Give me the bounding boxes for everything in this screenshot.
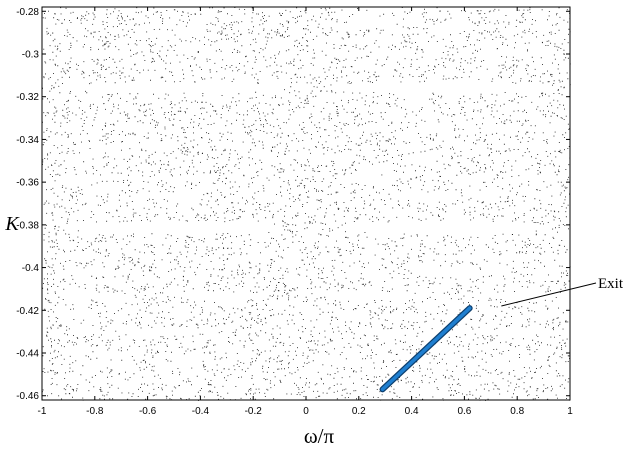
y-tick-label: -0.36 <box>16 178 39 189</box>
x-tick-label: -1 <box>38 406 47 417</box>
y-tick-label: -0.44 <box>16 349 39 360</box>
x-axis-ticks: -1 -0.8 -0.6 -0.4 -0.2 0 0.2 0.4 0.6 0.8 1 <box>38 7 573 417</box>
exit-trajectory-line <box>380 306 472 392</box>
x-tick-label: 0.2 <box>352 406 366 417</box>
chaotic-orbit-points <box>42 7 571 401</box>
y-tick-label: -0.3 <box>22 49 40 60</box>
y-tick-label: -0.32 <box>16 92 39 103</box>
y-tick-label: -0.38 <box>16 220 39 231</box>
y-tick-label: -0.46 <box>16 391 39 402</box>
x-tick-label: -0.8 <box>86 406 104 417</box>
y-tick-label: -0.34 <box>16 135 39 146</box>
x-tick-label: 1 <box>567 406 573 417</box>
x-tick-label: 0.8 <box>510 406 524 417</box>
exit-annotation-leader <box>501 282 597 307</box>
x-tick-label: 0 <box>303 406 309 417</box>
x-tick-label: -0.6 <box>139 406 157 417</box>
y-axis-ticks: -0.28 -0.3 -0.32 -0.34 -0.36 -0.38 -0.4 -0.42 -0… <box>16 7 570 402</box>
y-tick-label: -0.4 <box>22 263 40 274</box>
y-axis-label: K <box>4 213 20 235</box>
y-tick-label: -0.28 <box>16 7 39 18</box>
x-axis-label: ω/π <box>304 424 335 448</box>
y-tick-label: -0.42 <box>16 306 39 317</box>
orbit-point-cloud <box>42 7 571 401</box>
x-tick-label: 0.4 <box>405 406 419 417</box>
x-tick-label: 0.6 <box>457 406 471 417</box>
exit-trajectory <box>379 305 473 393</box>
x-tick-label: -0.2 <box>245 406 263 417</box>
x-tick-label: -0.4 <box>192 406 210 417</box>
exit-annotation-label: Exit <box>598 276 624 292</box>
